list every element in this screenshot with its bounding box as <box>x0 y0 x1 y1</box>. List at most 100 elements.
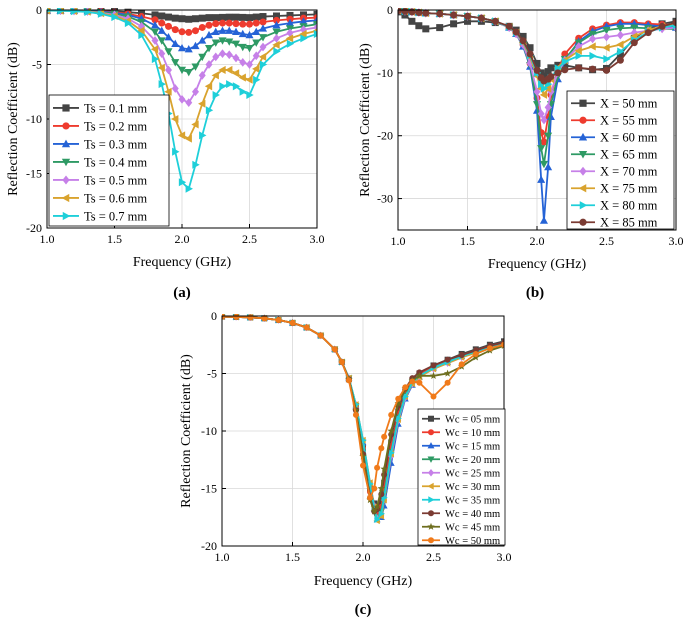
data-point <box>198 71 206 80</box>
data-point <box>360 462 366 469</box>
legend-marker <box>62 122 70 130</box>
data-point <box>184 68 193 77</box>
x-tick-label: 1.0 <box>215 550 230 564</box>
data-point <box>212 52 220 62</box>
legend-marker <box>427 482 434 490</box>
legend-marker <box>578 184 587 193</box>
legend-label: X = 60 mm <box>600 131 658 145</box>
data-point <box>246 60 253 69</box>
data-point <box>272 21 281 29</box>
x-tick-label: 2.5 <box>242 232 257 246</box>
data-point <box>444 356 451 363</box>
data-point <box>124 19 133 28</box>
data-point <box>644 29 652 37</box>
data-point <box>252 51 260 61</box>
data-point <box>111 13 119 22</box>
x-axis-title: Frequency (GHz) <box>314 574 413 589</box>
data-point <box>219 19 226 27</box>
data-point <box>491 17 499 25</box>
data-point <box>165 22 172 30</box>
data-point <box>464 12 471 20</box>
data-point <box>422 9 430 17</box>
data-point <box>177 66 187 75</box>
data-point <box>150 45 159 54</box>
legend-label: Ts = 0.7 mm <box>84 209 147 223</box>
data-point <box>165 65 172 75</box>
data-point <box>300 34 308 43</box>
data-point <box>158 80 166 89</box>
plot-frame <box>46 9 318 229</box>
data-point <box>387 427 395 435</box>
legend-marker <box>579 99 587 107</box>
data-point <box>526 44 534 52</box>
data-point <box>512 28 520 36</box>
data-point <box>345 377 352 384</box>
data-point <box>165 13 172 21</box>
legend-label: X = 85 mm <box>600 216 658 230</box>
data-point <box>394 399 402 407</box>
data-point <box>238 43 247 52</box>
legend-marker <box>579 166 587 176</box>
legend: Wc = 05 mm Wc = 10 mm Wc = 15 mm Wc = 20 mm… <box>417 408 506 547</box>
x-tick-label: 1.0 <box>391 234 406 248</box>
y-tick-label: 0 <box>211 309 217 323</box>
data-point <box>378 510 385 518</box>
data-point <box>367 494 374 501</box>
data-point <box>630 24 639 32</box>
data-point <box>415 371 424 379</box>
data-point <box>178 15 186 23</box>
data-point <box>388 411 395 418</box>
data-point <box>526 50 534 58</box>
data-point <box>245 45 254 53</box>
y-tick-label: -20 <box>377 129 393 143</box>
data-point <box>171 39 180 47</box>
data-point <box>464 17 471 25</box>
data-point <box>286 39 295 48</box>
legend-label: X = 50 mm <box>600 97 658 111</box>
data-point <box>261 315 268 322</box>
legend-label: Wc = 10 mm <box>445 428 500 439</box>
data-point <box>588 42 596 51</box>
legend-marker <box>579 218 587 226</box>
legend-marker <box>578 151 588 159</box>
data-point <box>395 395 402 402</box>
panel-label: (c) <box>355 602 372 618</box>
data-point <box>252 27 261 35</box>
y-axis-title: Reflection Coefficient (dB) <box>179 354 194 508</box>
x-axis-title: Frequency (GHz) <box>488 257 587 272</box>
x-tick-label: 3.0 <box>310 232 325 246</box>
data-point <box>192 27 199 35</box>
legend-marker <box>428 537 434 544</box>
data-point <box>575 51 583 60</box>
legend-label: Wc = 05 mm <box>445 414 500 425</box>
data-point <box>415 22 423 30</box>
data-point <box>157 63 165 72</box>
data-point <box>299 17 308 25</box>
data-point <box>275 317 282 324</box>
data-point <box>164 87 172 96</box>
legend-label: Wc = 50 mm <box>445 536 500 547</box>
data-point <box>505 22 513 30</box>
data-point <box>185 28 193 36</box>
data-point <box>239 57 247 67</box>
data-point <box>232 13 240 21</box>
data-point <box>252 64 260 73</box>
x-tick-label: 3.0 <box>669 234 684 248</box>
data-point <box>436 10 444 18</box>
data-point <box>378 445 385 452</box>
data-point <box>253 75 261 84</box>
data-point <box>501 341 504 348</box>
data-point <box>458 352 465 359</box>
chart-panel-a: 1.0 1.5 2.0 2.5 3.0 0 -5 -10 -15 -20 Frequency (GH… <box>6 3 325 301</box>
data-point <box>231 27 241 35</box>
data-point <box>259 42 267 52</box>
data-point <box>273 16 280 24</box>
data-point <box>408 8 416 16</box>
data-point <box>258 52 267 61</box>
data-point <box>245 30 254 39</box>
data-point <box>198 99 206 108</box>
chart-panel-c: 1.0 1.5 2.0 2.5 3.0 0 -5 -10 -15 -20 Frequency (GH… <box>179 309 512 618</box>
data-point <box>252 19 260 27</box>
data-point <box>602 43 610 52</box>
legend-label: Wc = 35 mm <box>445 495 500 506</box>
